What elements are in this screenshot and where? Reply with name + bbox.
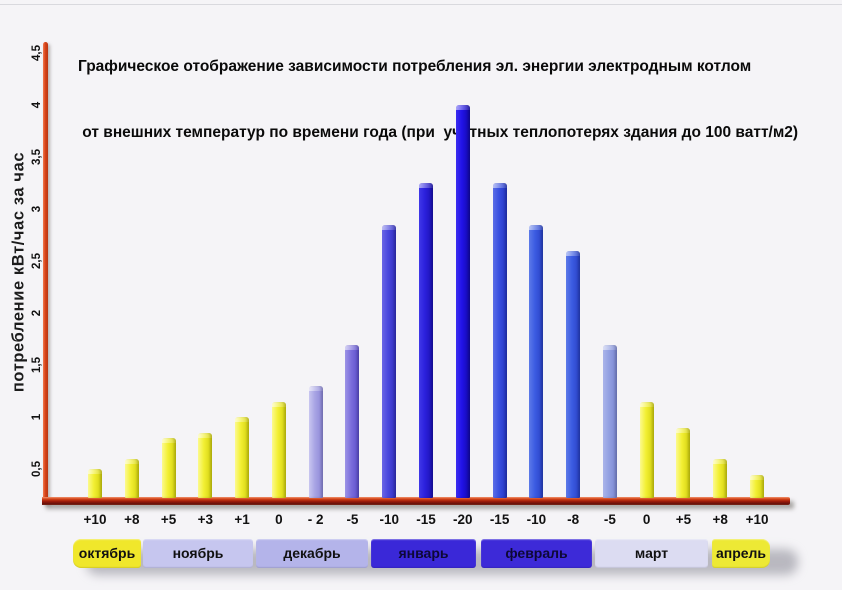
x-tick-label: +5 bbox=[160, 512, 177, 527]
month-band: февраль bbox=[481, 539, 592, 568]
x-tick-label: +3 bbox=[197, 512, 214, 527]
x-tick-label: -10 bbox=[379, 512, 399, 527]
x-tick-label: 0 bbox=[275, 512, 283, 527]
chart-title-line2: от внешних температур по времени года (п… bbox=[78, 124, 799, 141]
bar bbox=[124, 458, 139, 498]
x-axis-line bbox=[42, 497, 790, 505]
x-tick-label: +5 bbox=[675, 512, 692, 527]
month-band: март bbox=[595, 539, 708, 568]
y-tick-label: 4 bbox=[31, 102, 43, 109]
bar bbox=[566, 250, 581, 498]
top-divider-line bbox=[0, 4, 842, 5]
x-tick-label: -5 bbox=[346, 512, 359, 527]
x-tick-label: - 2 bbox=[307, 512, 324, 527]
y-tick-label: 3 bbox=[31, 206, 43, 213]
x-tick-label: 0 bbox=[642, 512, 651, 527]
x-tick-label: +8 bbox=[124, 512, 140, 527]
x-tick-label: +10 bbox=[83, 512, 107, 527]
bar bbox=[492, 183, 507, 498]
chart-title: Графическое отображение зависимости потр… bbox=[78, 12, 808, 188]
bar bbox=[271, 401, 286, 498]
month-band: декабрь bbox=[256, 539, 368, 568]
month-band: апрель bbox=[712, 539, 770, 568]
y-tick-label: 3,5 bbox=[31, 149, 43, 166]
y-tick-label: 0,5 bbox=[31, 461, 43, 478]
y-tick-label: 2,5 bbox=[31, 253, 43, 270]
y-tick-label: 4,5 bbox=[31, 45, 43, 62]
x-tick-label: -15 bbox=[489, 512, 510, 527]
bar bbox=[382, 224, 397, 498]
x-tick-label: +10 bbox=[745, 512, 769, 527]
y-tick-label: 2 bbox=[31, 310, 43, 317]
bar bbox=[345, 344, 360, 498]
x-tick-label: -5 bbox=[603, 512, 616, 527]
bar bbox=[308, 386, 323, 498]
x-tick-label: +1 bbox=[234, 512, 250, 527]
bar bbox=[529, 224, 544, 498]
x-tick-label: -20 bbox=[453, 512, 473, 527]
y-axis-label: потребление кВт/час за час bbox=[9, 151, 28, 393]
x-tick-label: -15 bbox=[416, 512, 436, 527]
bar bbox=[419, 183, 434, 498]
month-band: октябрь bbox=[73, 539, 141, 568]
bar bbox=[676, 427, 691, 498]
chart-title-line1: Графическое отображение зависимости потр… bbox=[78, 58, 752, 75]
x-tick-label: -10 bbox=[526, 512, 547, 527]
y-tick-label: 1 bbox=[31, 414, 43, 421]
bar bbox=[639, 401, 654, 498]
bar bbox=[88, 469, 102, 498]
bar bbox=[602, 344, 617, 498]
month-band: январь bbox=[371, 539, 476, 568]
x-tick-label: -8 bbox=[567, 512, 580, 527]
month-band: ноябрь bbox=[143, 539, 253, 568]
bar bbox=[161, 438, 176, 498]
bar bbox=[750, 474, 765, 498]
bar bbox=[198, 432, 213, 498]
bar bbox=[713, 458, 728, 498]
y-axis-line bbox=[43, 42, 48, 504]
x-tick-label: +8 bbox=[712, 512, 728, 527]
bar bbox=[235, 417, 250, 498]
bar bbox=[455, 105, 470, 498]
y-tick-label: 1,5 bbox=[31, 357, 43, 374]
